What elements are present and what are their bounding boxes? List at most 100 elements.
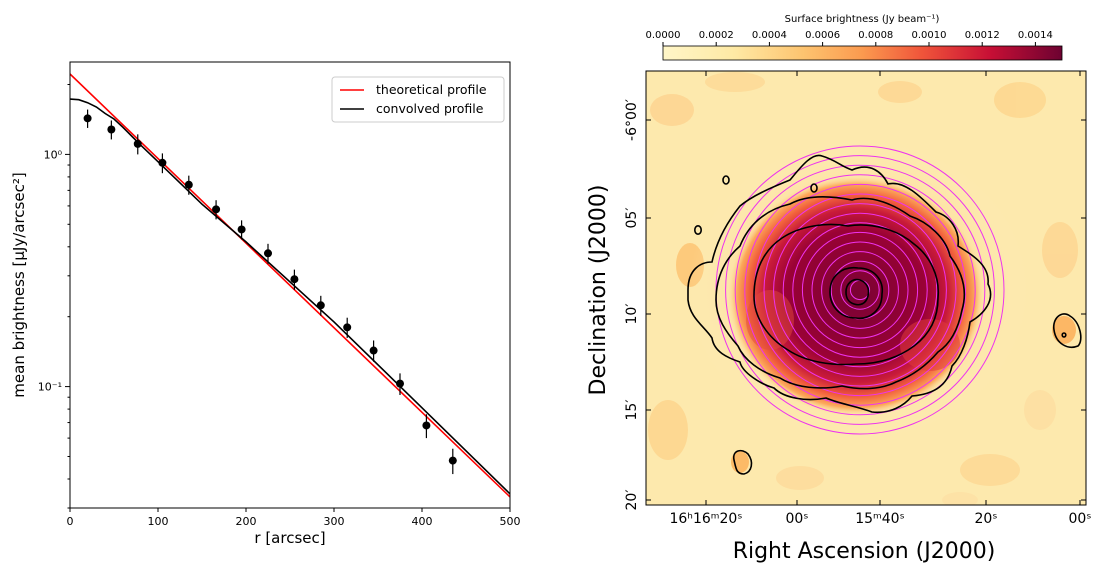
data-point xyxy=(83,109,92,128)
dec-tick-label: 05′ xyxy=(624,208,640,229)
plot-frame xyxy=(69,61,511,509)
y-tick-label: 10⁰ xyxy=(44,148,63,161)
profile-plot: 0 100 200 300 400 500 10⁻¹ 10⁰ r [arcsec] mean… xyxy=(10,61,521,547)
y-axis-ticks: 10⁻¹ 10⁰ xyxy=(38,84,70,509)
colorbar-tick-label: 0.0010 xyxy=(912,30,947,41)
ra-tick-label: 15ᵐ40ˢ xyxy=(855,511,905,527)
point-marker xyxy=(107,125,116,134)
point-marker xyxy=(264,249,272,258)
contour-inner xyxy=(753,223,940,366)
data-point xyxy=(448,448,457,475)
colorbar-tick-label: 0.0000 xyxy=(646,30,681,41)
series-line-convolved xyxy=(70,98,510,495)
point-marker xyxy=(184,180,193,189)
x-tick-label: 400 xyxy=(412,515,433,528)
ra-axis-label: Right Ascension (J2000) xyxy=(733,539,996,564)
ring xyxy=(821,251,899,329)
annular-rings xyxy=(715,145,1005,435)
ring xyxy=(782,212,938,368)
ring xyxy=(811,241,909,339)
x-tick-label: 300 xyxy=(324,515,345,528)
point-marker xyxy=(448,456,457,465)
radio-map: Surface brightness (Jy beam⁻¹) 0.0000 0.0… xyxy=(586,14,1092,564)
colorbar xyxy=(662,45,1063,61)
contour-blob-3 xyxy=(810,183,818,193)
point-marker xyxy=(369,346,378,355)
x-axis-ticks: 0 100 200 300 400 500 xyxy=(67,508,521,528)
contour-blob-5 xyxy=(1052,313,1082,348)
data-point xyxy=(290,269,299,290)
dec-tick-label: 20′ xyxy=(624,490,640,511)
dec-tick-label: -6°00′ xyxy=(624,99,640,141)
data-points xyxy=(83,109,457,475)
ra-tick-label: 00ˢ xyxy=(1068,511,1091,527)
legend-label-theoretical: theoretical profile xyxy=(376,82,487,97)
contour-core-1 xyxy=(829,267,883,319)
data-point xyxy=(184,175,193,195)
contour-blob-6 xyxy=(1061,332,1067,338)
data-point xyxy=(264,243,272,264)
y-tick-label: 10⁻¹ xyxy=(38,381,62,394)
ra-tick-label: 16ʰ16ᵐ20ˢ xyxy=(669,511,742,527)
series-line-theoretical xyxy=(70,73,510,498)
data-point xyxy=(212,200,221,220)
contour-blob-1 xyxy=(722,175,730,185)
data-point xyxy=(158,153,167,174)
data-point xyxy=(237,220,246,240)
data-point xyxy=(369,340,378,362)
contour-blob-4 xyxy=(732,449,753,475)
data-point xyxy=(133,134,142,155)
point-marker xyxy=(212,205,221,214)
ring xyxy=(801,231,919,349)
dec-axis-ticks: -6°00′ 05′ 10′ 15′ 20′ xyxy=(624,99,1086,511)
x-tick-label: 200 xyxy=(236,515,257,528)
ring xyxy=(773,203,947,377)
map-frame xyxy=(645,70,1087,506)
profile-lines xyxy=(70,73,510,498)
dec-axis-label: Declination (J2000) xyxy=(586,185,611,396)
legend: theoretical profile convolved profile xyxy=(331,76,505,123)
data-point xyxy=(343,317,352,338)
ring xyxy=(840,270,880,310)
colorbar-label: Surface brightness (Jy beam⁻¹) xyxy=(785,14,940,25)
data-point xyxy=(422,414,431,439)
data-point xyxy=(396,373,404,395)
ring xyxy=(744,174,976,406)
ring xyxy=(734,164,986,416)
legend-box xyxy=(331,76,505,123)
ra-tick-label: 20ˢ xyxy=(974,511,997,527)
colorbar-tick-label: 0.0004 xyxy=(752,30,787,41)
ra-axis-ticks: 16ʰ16ᵐ20ˢ 00ˢ 15ᵐ40ˢ 20ˢ 00ˢ xyxy=(669,71,1092,527)
dec-tick-label: 15′ xyxy=(624,400,640,421)
contour-blob-2 xyxy=(693,225,702,236)
x-tick-label: 0 xyxy=(67,515,74,528)
colorbar-tick-label: 0.0008 xyxy=(858,30,893,41)
data-point xyxy=(107,120,116,140)
x-tick-label: 500 xyxy=(500,515,521,528)
colorbar-tick-label: 0.0006 xyxy=(805,30,840,41)
point-marker xyxy=(158,158,167,167)
colorbar-tick-label: 0.0002 xyxy=(699,30,734,41)
ring xyxy=(763,193,957,387)
contour-mid xyxy=(715,195,966,390)
point-marker xyxy=(396,379,404,388)
colorbar-tick-label: 0.0014 xyxy=(1018,30,1053,41)
point-marker xyxy=(343,323,352,332)
x-tick-label: 100 xyxy=(148,515,169,528)
colorbar-tick-label: 0.0012 xyxy=(965,30,1000,41)
ra-tick-label: 00ˢ xyxy=(785,511,808,527)
ring xyxy=(792,222,928,358)
contour-outer xyxy=(687,154,992,414)
point-marker xyxy=(422,421,431,430)
x-axis-label: r [arcsec] xyxy=(254,529,325,547)
legend-label-convolved: convolved profile xyxy=(376,101,484,116)
ring xyxy=(725,155,995,425)
y-axis-label: mean brightness [μJy/arcsec²] xyxy=(10,172,28,397)
point-marker xyxy=(237,225,246,234)
contour-core-2 xyxy=(845,278,870,306)
data-point xyxy=(316,295,325,316)
contours xyxy=(687,154,1082,475)
map-image xyxy=(646,71,1086,505)
dec-tick-label: 10′ xyxy=(624,304,640,325)
